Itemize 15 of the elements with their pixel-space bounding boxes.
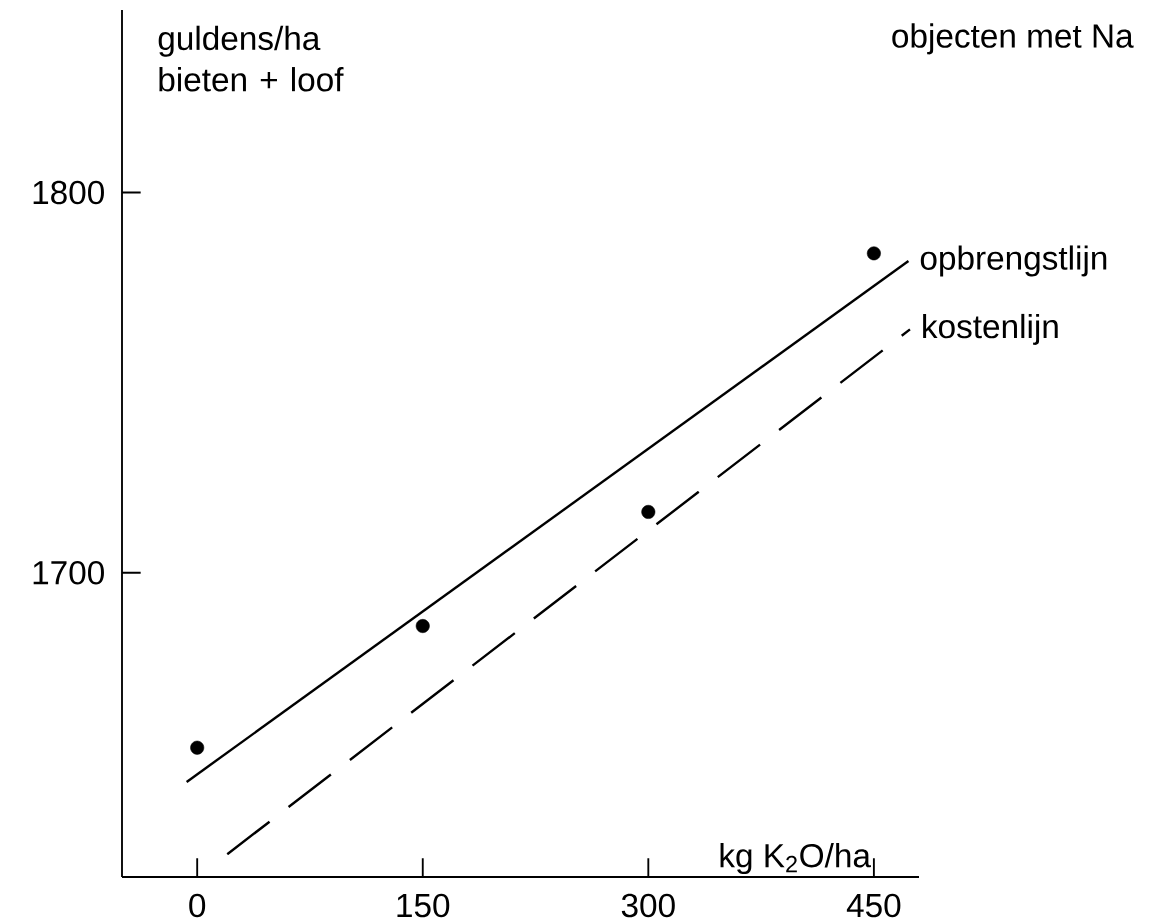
series-label: opbrengstlijn [920, 245, 1107, 277]
x-tick-label: 300 [621, 893, 675, 918]
x-tick-label: 0 [189, 893, 206, 918]
point [415, 619, 430, 633]
x-axis-title: kg K$_{2}$O/ha [720, 843, 871, 875]
point [866, 246, 881, 261]
y-tick-label: 1700 [33, 560, 104, 585]
series-label: kostenlijn [923, 313, 1058, 345]
x-tick-label: 450 [846, 893, 901, 918]
y-axis-title: guldens/ha bieten + loof [158, 25, 344, 92]
y-tick-label: 1800 [33, 180, 104, 205]
x-tick-label: 150 [397, 893, 450, 918]
point [641, 505, 656, 519]
text: objecten met Na [892, 23, 1134, 55]
point [190, 740, 205, 755]
